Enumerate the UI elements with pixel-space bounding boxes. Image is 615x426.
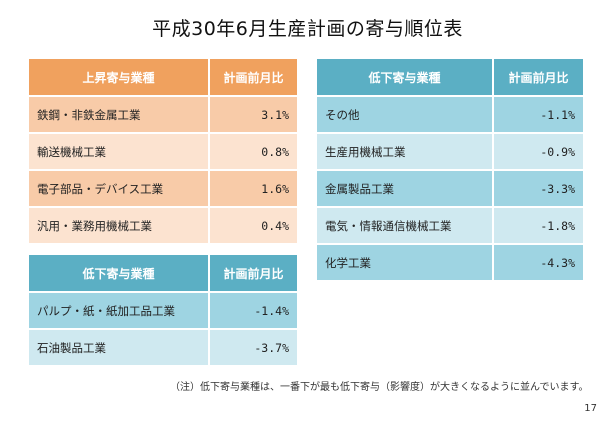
industry-name: パルプ・紙・紙加工品工業 xyxy=(29,292,209,329)
industry-name: 鉄鋼・非鉄金属工業 xyxy=(29,96,209,133)
industry-value: -0.9% xyxy=(492,133,583,170)
industry-value: 0.8% xyxy=(208,133,297,170)
declining-contribution-table-left: 低下寄与業種 計画前月比 パルプ・紙・紙加工品工業 -1.4% 石油製品工業 -… xyxy=(29,255,297,367)
page-number: 17 xyxy=(584,403,597,414)
industry-value: -3.7% xyxy=(208,329,297,366)
industry-value: -3.3% xyxy=(492,170,583,207)
table-row: 石油製品工業 -3.7% xyxy=(29,329,297,366)
header-value: 計画前月比 xyxy=(208,59,297,96)
table-row: 金属製品工業 -3.3% xyxy=(317,170,583,207)
header-category: 低下寄与業種 xyxy=(317,59,493,96)
table-row: 電気・情報通信機械工業 -1.8% xyxy=(317,207,583,244)
header-value: 計画前月比 xyxy=(492,59,583,96)
industry-value: -1.1% xyxy=(492,96,583,133)
header-category: 上昇寄与業種 xyxy=(29,59,209,96)
table-row: 電子部品・デバイス工業 1.6% xyxy=(29,170,297,207)
table-row: 輸送機械工業 0.8% xyxy=(29,133,297,170)
industry-name: 金属製品工業 xyxy=(317,170,493,207)
rising-contribution-table: 上昇寄与業種 計画前月比 鉄鋼・非鉄金属工業 3.1% 輸送機械工業 0.8% … xyxy=(29,59,297,245)
industry-name: 汎用・業務用機械工業 xyxy=(29,207,209,244)
industry-name: 電子部品・デバイス工業 xyxy=(29,170,209,207)
industry-value: -1.4% xyxy=(208,292,297,329)
table-row: パルプ・紙・紙加工品工業 -1.4% xyxy=(29,292,297,329)
footnote: （注）低下寄与業種は、一番下が最も低下寄与（影響度）が大きくなるように並んでいま… xyxy=(170,382,589,393)
header-value: 計画前月比 xyxy=(208,255,297,292)
table-row: その他 -1.1% xyxy=(317,96,583,133)
industry-name: その他 xyxy=(317,96,493,133)
industry-value: 1.6% xyxy=(208,170,297,207)
table-row: 生産用機械工業 -0.9% xyxy=(317,133,583,170)
table-header-row: 上昇寄与業種 計画前月比 xyxy=(29,59,297,96)
header-category: 低下寄与業種 xyxy=(29,255,209,292)
industry-value: -1.8% xyxy=(492,207,583,244)
industry-name: 生産用機械工業 xyxy=(317,133,493,170)
table-header-row: 低下寄与業種 計画前月比 xyxy=(29,255,297,292)
industry-name: 輸送機械工業 xyxy=(29,133,209,170)
industry-name: 化学工業 xyxy=(317,244,493,281)
industry-value: 0.4% xyxy=(208,207,297,244)
industry-value: -4.3% xyxy=(492,244,583,281)
table-row: 鉄鋼・非鉄金属工業 3.1% xyxy=(29,96,297,133)
table-header-row: 低下寄与業種 計画前月比 xyxy=(317,59,583,96)
declining-contribution-table-right: 低下寄与業種 計画前月比 その他 -1.1% 生産用機械工業 -0.9% 金属製… xyxy=(317,59,583,282)
industry-value: 3.1% xyxy=(208,96,297,133)
table-row: 汎用・業務用機械工業 0.4% xyxy=(29,207,297,244)
industry-name: 石油製品工業 xyxy=(29,329,209,366)
page-title: 平成30年6月生産計画の寄与順位表 xyxy=(152,18,463,40)
industry-name: 電気・情報通信機械工業 xyxy=(317,207,493,244)
table-row: 化学工業 -4.3% xyxy=(317,244,583,281)
